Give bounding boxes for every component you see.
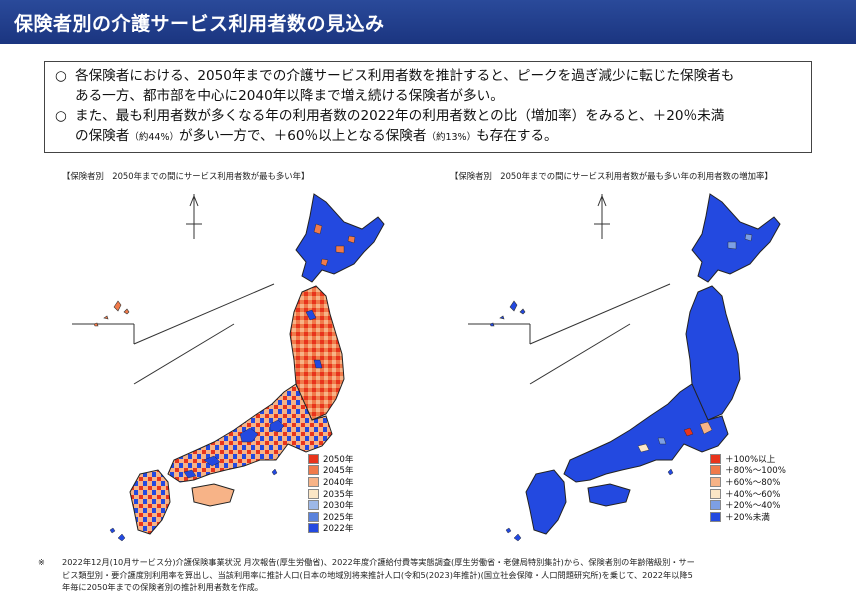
map-increase-rate: 【保険者別 2050年までの間にサービス利用者数が最も多い年の利用者数の増加率】 (432, 170, 812, 555)
kyushu-region (525, 469, 567, 535)
page-title: 保険者別の介護サービス利用者数の見込み (14, 13, 385, 35)
tohoku-region (685, 285, 741, 421)
legend-item: ＋80%～100% (710, 465, 786, 477)
legend-label: 2045年 (323, 466, 354, 477)
north-arrow-head (189, 195, 199, 207)
japan-map-increase-rate (468, 193, 781, 542)
honshu-highlights (637, 421, 713, 453)
legend-increase-rate: ＋100%以上 ＋80%～100% ＋60%～80% ＋40%～60% ＋20%… (710, 453, 786, 523)
legend-item: 2045年 (308, 465, 354, 477)
legend-swatch (710, 465, 721, 476)
legend-swatch (308, 511, 319, 522)
legend-label: ＋20%～40% (725, 501, 781, 512)
legend-swatch (308, 465, 319, 476)
legend-label: 2035年 (323, 489, 354, 500)
summary-text: の保険者 (75, 128, 130, 144)
summary-line-4: の保険者（約44%）が多い一方で、＋60％以上となる保険者（約13%）も存在する… (75, 126, 724, 148)
legend-item: ＋20%未満 (710, 511, 786, 523)
legend-swatch (308, 523, 319, 534)
inset-divider (133, 323, 235, 385)
bullet-mark: ○ (55, 68, 67, 84)
summary-line-2: ある一方、都市部を中心に2040年以降まで増え続ける保険者が多い。 (75, 88, 504, 104)
legend-item: 2022年 (308, 523, 354, 535)
inset-divider (133, 283, 275, 345)
footnote-mark: ※ (38, 557, 45, 567)
honshu-central-region (563, 383, 729, 483)
footnote-line-3: 年毎に2050年までの保険者別の推計利用者数を作成。 (62, 582, 263, 592)
footnote-line-2: ビス類型別・要介護度別利用率を算出し、当該利用率に推計人口(日本の地域別将来推計… (62, 569, 693, 580)
legend-item: ＋100%以上 (710, 453, 786, 465)
tohoku-region (289, 285, 345, 421)
map-peak-year: 【保険者別 2050年までの間にサービス利用者数が最も多い年】 (44, 170, 424, 555)
hokkaido-region (691, 193, 781, 283)
header-banner: 保険者別の介護サービス利用者数の見込み (0, 0, 856, 44)
legend-swatch (710, 511, 721, 522)
honshu-blue-areas (183, 309, 323, 479)
legend-label: 2030年 (323, 501, 354, 512)
hokkaido-highlights (727, 233, 753, 250)
legend-label: ＋60%～80% (725, 477, 781, 488)
legend-item: 2025年 (308, 511, 353, 523)
southern-islands (109, 468, 278, 542)
summary-bullet-1: ○ 各保険者における、2050年までの介護サービス利用者数を推計すると、ピークを… (55, 66, 801, 106)
summary-share-44: （約44%） (129, 132, 179, 143)
summary-text: が多い一方で、＋60％以上となる保険者 (179, 128, 427, 144)
legend-peak-year: 2050年 2045年 2040年 2035年 2030年 2025年 2022… (308, 453, 353, 534)
legend-swatch (308, 500, 319, 511)
legend-swatch (710, 453, 721, 464)
legend-item: 2035年 (308, 488, 353, 500)
japan-map-peak-year (72, 193, 385, 542)
legend-label: 2022年 (323, 524, 354, 535)
legend-label: ＋100%以上 (725, 454, 776, 465)
legend-swatch (710, 476, 721, 487)
legend-item: 2040年 (308, 476, 353, 488)
summary-line-1: 各保険者における、2050年までの介護サービス利用者数を推計すると、ピークを過ぎ… (75, 68, 735, 84)
summary-bullet-2: ○ また、最も利用者数が多くなる年の利用者数の2022年の利用者数との比（増加率… (55, 106, 801, 148)
legend-swatch (710, 488, 721, 499)
legend-swatch (308, 453, 319, 464)
north-arrow-head (597, 195, 607, 207)
summary-share-13: （約13%） (426, 132, 477, 143)
inset-divider (529, 323, 631, 385)
footnote-line-1: 2022年12月(10月サービス分)介護保険事業状況 月次報告(厚生労働省)、2… (62, 557, 695, 567)
map-title: 【保険者別 2050年までの間にサービス利用者数が最も多い年】 (62, 171, 310, 181)
legend-label: 2025年 (323, 512, 354, 523)
southern-islands (505, 468, 674, 542)
kyushu-region (129, 469, 171, 535)
legend-label: ＋20%未満 (725, 512, 770, 523)
legend-label: 2040年 (323, 477, 354, 488)
summary-box: ○ 各保険者における、2050年までの介護サービス利用者数を推計すると、ピークを… (44, 61, 812, 153)
summary-text: も存在する。 (476, 128, 558, 144)
legend-swatch (710, 500, 721, 511)
legend-item: ＋20%～40% (710, 499, 786, 511)
legend-swatch (308, 488, 319, 499)
hokkaido-highlights (313, 223, 356, 267)
bullet-mark: ○ (55, 108, 67, 124)
legend-item: ＋60%～80% (710, 476, 786, 488)
legend-label: ＋80%～100% (725, 466, 786, 477)
legend-item: 2030年 (308, 499, 353, 511)
okinawa-islands (93, 300, 130, 327)
legend-swatch (308, 476, 319, 487)
footnote: ※ 2022年12月(10月サービス分)介護保険事業状況 月次報告(厚生労働省)… (38, 556, 826, 594)
legend-label: 2050年 (323, 454, 354, 465)
legend-item: ＋40%～60% (710, 488, 786, 500)
legend-item: 2050年 (308, 453, 353, 465)
summary-line-3: また、最も利用者数が多くなる年の利用者数の2022年の利用者数との比（増加率）を… (75, 108, 725, 124)
map-title: 【保険者別 2050年までの間にサービス利用者数が最も多い年の利用者数の増加率】 (450, 171, 773, 181)
inset-divider (529, 283, 671, 345)
legend-label: ＋40%～60% (725, 489, 781, 500)
okinawa-islands (489, 300, 526, 327)
shikoku-region (587, 483, 631, 507)
shikoku-region (191, 483, 235, 507)
hokkaido-region (295, 193, 385, 283)
